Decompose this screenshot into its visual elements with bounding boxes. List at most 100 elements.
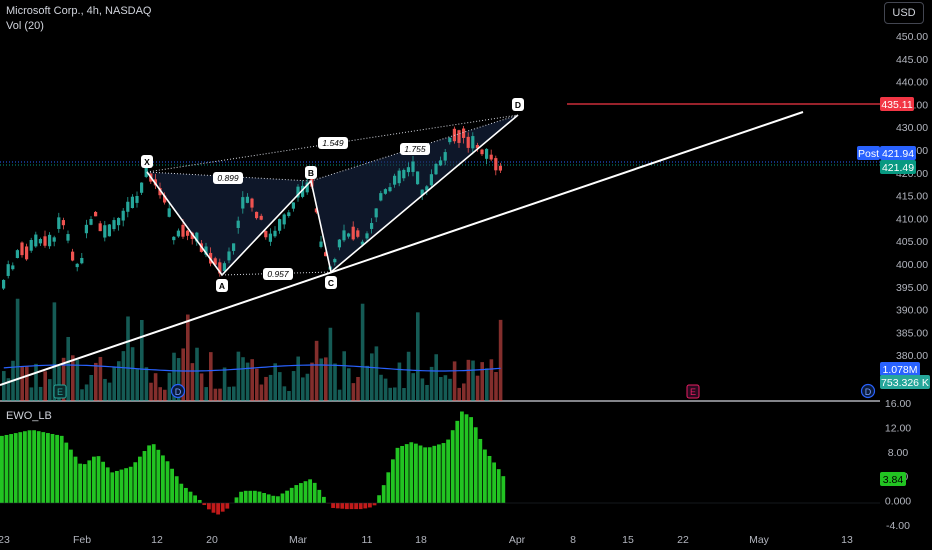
price-axis[interactable]: 450.00445.00440.00435.00430.00425.00420.… bbox=[896, 31, 928, 362]
ewo-bar bbox=[32, 430, 36, 503]
volume-bar bbox=[57, 366, 61, 401]
ewo-bar bbox=[303, 481, 308, 503]
ewo-bar bbox=[492, 462, 496, 503]
ewo-bar bbox=[243, 490, 248, 503]
candle-body bbox=[475, 144, 479, 149]
candle-body bbox=[213, 258, 217, 265]
candle-body bbox=[176, 230, 180, 237]
ewo-bar bbox=[446, 439, 450, 503]
volume-bar bbox=[480, 362, 484, 401]
candle-body bbox=[278, 219, 282, 231]
ewo-bar bbox=[400, 445, 404, 503]
price-tick: 430.00 bbox=[896, 122, 928, 134]
ewo-bar bbox=[496, 469, 501, 503]
ewo-bar bbox=[50, 433, 55, 503]
earnings-marker[interactable]: E bbox=[53, 384, 67, 399]
volume-legend[interactable]: Vol (20) bbox=[6, 20, 44, 32]
volume-bar bbox=[278, 372, 282, 401]
dividend-marker-upcoming[interactable]: D bbox=[860, 383, 876, 399]
volume-bar bbox=[195, 347, 199, 401]
xb-dotted bbox=[146, 171, 312, 182]
candle-body bbox=[370, 223, 374, 229]
svg-text:421.94: 421.94 bbox=[882, 148, 914, 160]
ewo-bar bbox=[119, 469, 124, 503]
volume-bar bbox=[199, 373, 204, 401]
volume-bar bbox=[218, 388, 222, 401]
candle-body bbox=[250, 198, 254, 208]
candle-body bbox=[103, 225, 107, 238]
volume-bar bbox=[149, 382, 153, 401]
candle-body bbox=[314, 208, 318, 213]
trendline[interactable] bbox=[0, 111, 804, 386]
volume-bar bbox=[15, 298, 20, 401]
ewo-bar bbox=[73, 456, 78, 503]
volume-bar bbox=[268, 374, 273, 401]
candle-body bbox=[94, 211, 98, 217]
volume-bar bbox=[393, 387, 397, 401]
volume-bar bbox=[190, 363, 195, 401]
volume-bar bbox=[406, 351, 411, 401]
volume-bar bbox=[25, 366, 29, 401]
time-tick: Feb bbox=[73, 534, 91, 546]
volume-bar bbox=[452, 361, 457, 401]
volume-bar bbox=[462, 383, 466, 401]
earnings-marker-upcoming[interactable]: E bbox=[686, 384, 700, 399]
dividend-marker[interactable]: D bbox=[170, 383, 186, 399]
candle-body bbox=[186, 230, 190, 236]
candle-body bbox=[383, 189, 387, 194]
indicator-tick: 0.000 bbox=[885, 496, 911, 508]
candle-body bbox=[471, 136, 475, 149]
time-tick: 18 bbox=[415, 534, 427, 546]
ratio-label-xad: 1.549 bbox=[318, 137, 348, 149]
candle-body bbox=[20, 242, 24, 256]
ewo-bar bbox=[483, 449, 487, 503]
currency-button[interactable]: USD bbox=[884, 2, 924, 24]
volume-bar bbox=[466, 359, 471, 401]
candle-body bbox=[241, 197, 245, 209]
candle-body bbox=[319, 241, 323, 247]
volume-bar bbox=[333, 363, 337, 401]
volume-bar bbox=[112, 366, 116, 401]
candle-body bbox=[167, 208, 171, 217]
candle-body bbox=[112, 220, 116, 230]
ewo-bar bbox=[432, 445, 437, 503]
volume-bar bbox=[172, 352, 176, 401]
ewo-bar bbox=[18, 432, 23, 503]
symbol-title[interactable]: Microsoft Corp., 4h, NASDAQ bbox=[6, 5, 152, 17]
candle-body bbox=[337, 239, 341, 248]
time-axis[interactable]: 23 Feb 12 20 Mar 11 18 Apr 8 15 22 May 13 bbox=[0, 534, 853, 546]
volume-bar bbox=[140, 319, 144, 401]
ratio-label-xab: 0.899 bbox=[213, 172, 243, 184]
candle-body bbox=[411, 161, 415, 172]
indicator-legend[interactable]: EWO_LB bbox=[6, 410, 52, 422]
volume-bar bbox=[425, 384, 429, 401]
ewo-bar bbox=[55, 434, 59, 503]
volume-bar bbox=[98, 356, 103, 401]
indicator-tick: 12.00 bbox=[885, 422, 911, 434]
volume-bar bbox=[443, 375, 448, 401]
volume-bar bbox=[176, 358, 181, 401]
svg-text:Post: Post bbox=[858, 148, 879, 160]
candle-body bbox=[15, 250, 19, 259]
candle-body bbox=[268, 233, 272, 242]
ewo-bar bbox=[174, 476, 179, 503]
ewo-bar bbox=[294, 485, 299, 503]
price-tick: 410.00 bbox=[896, 213, 928, 225]
time-tick: Mar bbox=[289, 534, 308, 546]
volume-bar bbox=[416, 312, 420, 401]
volume-bar bbox=[48, 379, 52, 401]
ewo-bar bbox=[501, 476, 506, 503]
candle-body bbox=[126, 201, 130, 212]
ewo-bar bbox=[331, 503, 335, 508]
volume-bar bbox=[2, 371, 6, 401]
candle-body bbox=[222, 263, 226, 272]
post-label-badge: Post bbox=[857, 146, 880, 160]
candle-body bbox=[333, 259, 337, 263]
ewo-bar bbox=[271, 495, 276, 503]
candle-body bbox=[351, 226, 355, 240]
time-tick: 13 bbox=[841, 534, 853, 546]
volume-bar bbox=[255, 368, 259, 401]
candle-body bbox=[324, 252, 328, 257]
